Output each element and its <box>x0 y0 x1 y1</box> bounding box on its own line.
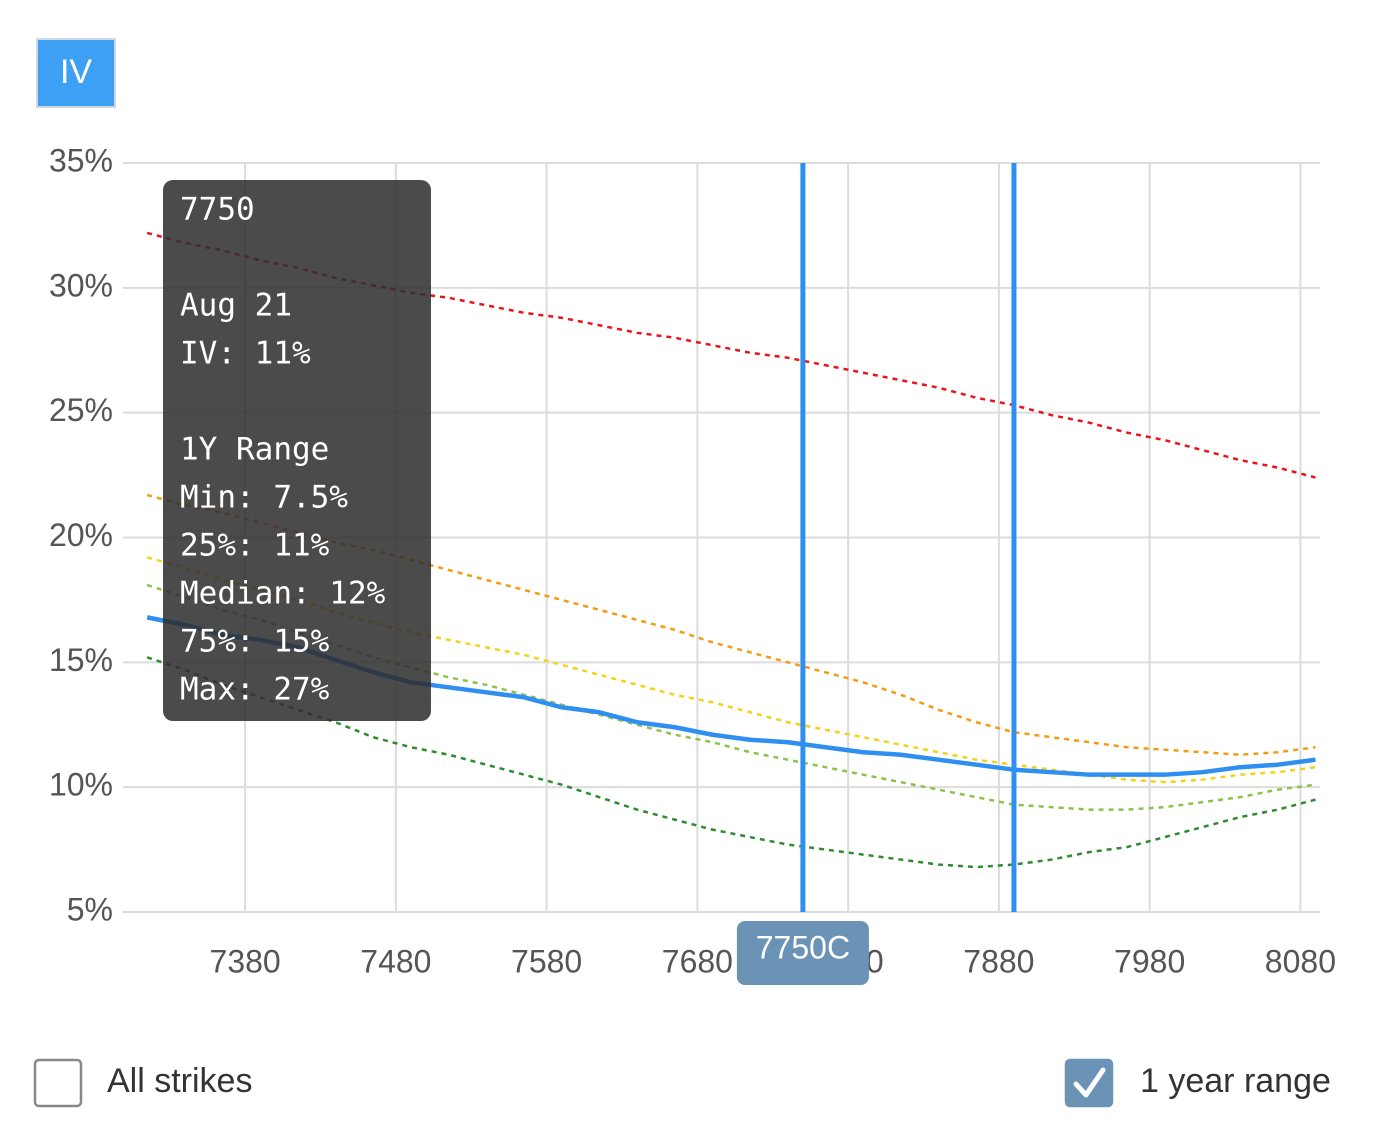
y-tick-label: 25% <box>49 392 113 428</box>
strike-label-box <box>736 921 869 985</box>
checkmark[interactable] <box>1073 1067 1106 1098</box>
y-tick-label: 20% <box>49 517 113 553</box>
tooltip-line: 25%: 11% <box>180 528 330 564</box>
y-tick-label: 30% <box>49 267 113 303</box>
tooltip <box>163 180 431 721</box>
range-line <box>146 656 1316 869</box>
iv-button-label[interactable]: IV <box>60 53 92 91</box>
tooltip-line: IV: 11% <box>180 336 311 372</box>
checkbox[interactable] <box>33 1058 83 1108</box>
checkbox[interactable] <box>1064 1058 1114 1108</box>
checkbox-label[interactable]: 1 year range <box>1140 1062 1331 1100</box>
checkbox-label[interactable]: All strikes <box>107 1062 252 1100</box>
tooltip-title: 7750 <box>180 192 255 228</box>
x-tick-label: 7480 <box>360 943 431 979</box>
iv-button[interactable] <box>36 38 116 108</box>
tooltip-line: Aug 21 <box>180 288 292 324</box>
y-tick-label: 15% <box>49 642 113 678</box>
y-tick-label: 5% <box>67 891 113 927</box>
y-tick-label: 10% <box>49 767 113 803</box>
x-tick-label: 7680 <box>662 943 733 979</box>
tooltip-line: Median: 12% <box>180 576 386 612</box>
x-tick-label: 8080 <box>1265 943 1336 979</box>
tooltip-line: 75%: 15% <box>180 624 330 660</box>
y-tick-label: 35% <box>49 142 113 178</box>
x-tick-label: 7380 <box>210 943 281 979</box>
x-tick-label: 7580 <box>511 943 582 979</box>
tooltip-line: Min: 7.5% <box>180 480 348 516</box>
tooltip-line: Max: 27% <box>180 672 330 708</box>
tooltip-line: 1Y Range <box>180 432 329 468</box>
strike-label: 7750C <box>756 929 850 965</box>
x-tick-label: 7880 <box>963 943 1034 979</box>
x-tick-label: 7980 <box>1114 943 1185 979</box>
